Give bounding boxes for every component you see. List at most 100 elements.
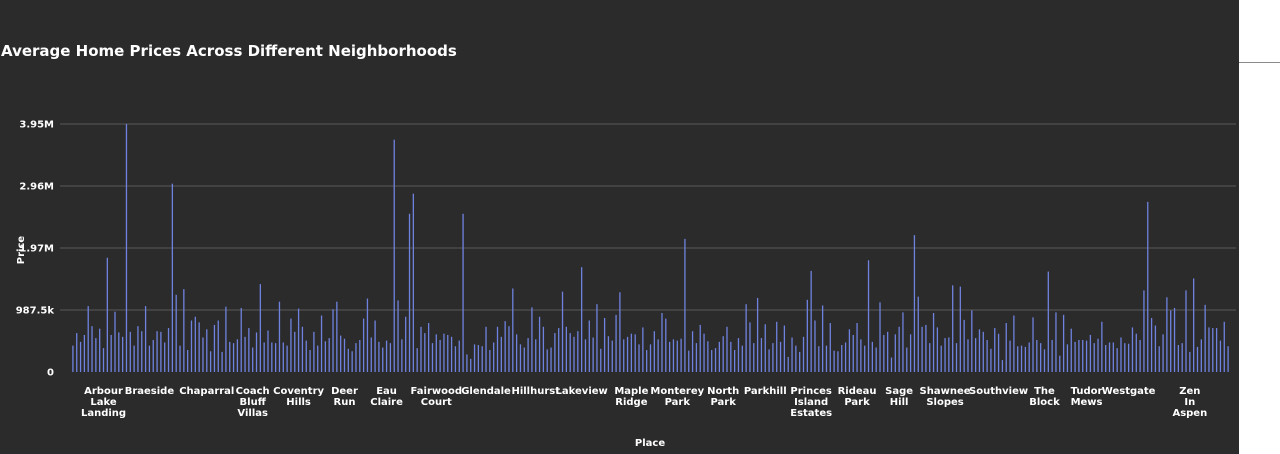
bar	[657, 339, 659, 372]
bar	[1193, 278, 1195, 372]
bar	[481, 346, 483, 372]
bar	[1112, 342, 1114, 372]
bar	[148, 345, 151, 372]
bar	[1078, 339, 1080, 372]
bar	[1158, 346, 1160, 372]
bar	[1009, 340, 1011, 372]
bar	[730, 341, 732, 372]
bar-chart: 0 987.5k 1.97M 2.96M 3.95M Arbour Lake Landing…	[16, 120, 1236, 449]
bar	[458, 340, 460, 372]
bar	[833, 350, 835, 372]
bar	[603, 318, 606, 372]
x-tick-label: Rideau Park	[838, 386, 877, 408]
bar	[550, 347, 552, 372]
x-tick-label: Fairwood Court	[411, 386, 463, 408]
bar	[317, 345, 319, 372]
y-tick-label: 987.5k	[16, 306, 55, 317]
chart-title: Average Home Prices Across Different Nei…	[1, 42, 457, 60]
bar	[236, 339, 239, 372]
bar	[252, 347, 254, 372]
bar	[340, 335, 342, 372]
bar	[726, 326, 728, 372]
bar	[1032, 317, 1034, 372]
bar	[619, 292, 621, 372]
bar	[642, 327, 644, 372]
bar	[531, 307, 533, 372]
bar	[76, 333, 78, 372]
bar	[324, 341, 327, 372]
bar	[898, 326, 900, 372]
bar	[263, 342, 265, 372]
bar	[592, 337, 594, 372]
bar	[309, 350, 311, 372]
bar	[493, 342, 495, 372]
bar	[963, 319, 965, 372]
bar	[248, 328, 250, 372]
bar	[527, 338, 529, 372]
bar	[1040, 343, 1042, 372]
bar	[944, 338, 946, 372]
bar	[558, 328, 560, 372]
bar	[561, 291, 564, 372]
x-tick-label: Parkhill	[744, 386, 787, 397]
bar	[856, 323, 858, 372]
bar	[791, 337, 793, 372]
bar	[259, 284, 261, 372]
x-tick-label: Chaparral	[179, 386, 234, 397]
bar	[668, 341, 671, 372]
bar	[749, 322, 751, 372]
y-tick-label: 1.97M	[19, 244, 54, 255]
bar	[955, 343, 958, 372]
bar	[1062, 314, 1065, 372]
bar	[806, 299, 808, 372]
bar	[783, 325, 786, 372]
bar	[776, 321, 778, 372]
x-tick-label: Coach Bluff Villas	[236, 386, 270, 419]
bar	[546, 349, 548, 372]
bar	[462, 213, 464, 372]
bar	[952, 285, 954, 372]
bar	[772, 343, 774, 372]
bar	[829, 323, 831, 372]
bar	[244, 336, 246, 372]
bar	[209, 351, 212, 372]
bar	[756, 297, 759, 372]
bar	[504, 321, 506, 372]
bar	[768, 349, 770, 372]
bar	[684, 238, 686, 372]
bar	[121, 336, 124, 372]
bar	[114, 311, 116, 372]
bar	[703, 333, 705, 372]
bar	[217, 320, 219, 372]
bar	[1154, 325, 1157, 372]
bar	[699, 324, 701, 372]
bar	[152, 339, 154, 372]
bar	[1120, 337, 1122, 372]
bar	[118, 332, 120, 372]
bar	[982, 331, 984, 372]
bar	[887, 331, 889, 372]
bar	[672, 339, 675, 372]
x-tick-label: Coventry Hills	[273, 386, 324, 408]
bar	[401, 339, 403, 372]
bar	[470, 358, 472, 372]
bar	[875, 347, 877, 372]
bar	[695, 343, 698, 372]
bar	[1162, 334, 1164, 372]
bar	[626, 336, 629, 372]
bar	[473, 344, 476, 372]
bar	[489, 350, 491, 372]
bar	[99, 328, 101, 372]
bar	[294, 331, 296, 372]
bar	[83, 334, 86, 372]
bar	[141, 331, 143, 372]
bar	[680, 338, 682, 372]
bar	[87, 306, 89, 372]
bar	[282, 342, 284, 372]
bar	[110, 334, 112, 372]
bar	[137, 326, 139, 372]
bar	[535, 339, 537, 372]
bar	[485, 326, 487, 372]
bar	[297, 308, 300, 372]
bar	[913, 235, 916, 372]
